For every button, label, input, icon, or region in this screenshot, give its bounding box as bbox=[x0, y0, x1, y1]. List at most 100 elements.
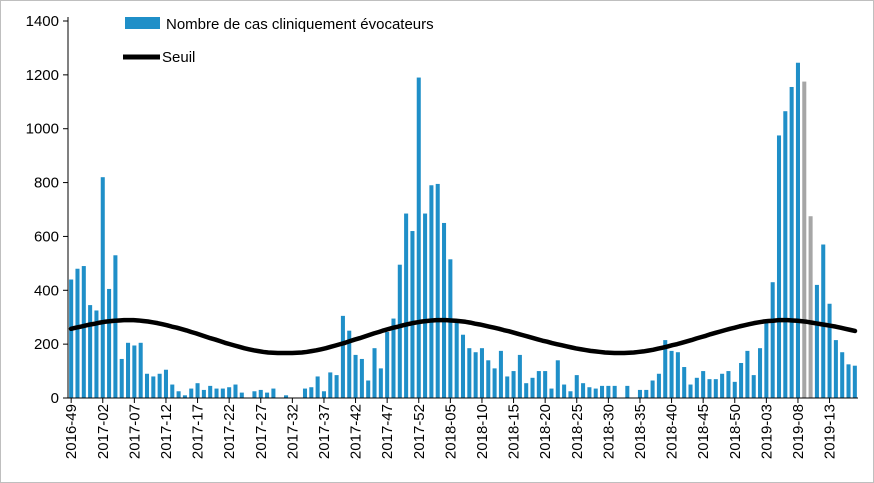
bar bbox=[808, 216, 813, 398]
bar bbox=[208, 385, 213, 398]
bar bbox=[840, 352, 845, 398]
bar bbox=[745, 350, 750, 399]
bar bbox=[511, 371, 516, 398]
bar bbox=[764, 322, 769, 398]
x-tick-label: 2018-40 bbox=[664, 404, 681, 459]
x-tick-label: 2017-12 bbox=[158, 404, 175, 459]
x-tick-label: 2016-49 bbox=[63, 404, 80, 459]
bar bbox=[347, 330, 352, 398]
threshold-series bbox=[68, 317, 858, 356]
bar bbox=[549, 388, 554, 398]
bar bbox=[220, 388, 225, 398]
bar bbox=[366, 380, 371, 398]
bar bbox=[138, 342, 143, 398]
legend-swatch-bars bbox=[125, 17, 160, 29]
y-tick-label: 0 bbox=[51, 390, 59, 407]
x-tick-label: 2017-42 bbox=[348, 404, 365, 459]
bar bbox=[423, 213, 428, 398]
bar bbox=[821, 244, 826, 398]
bar bbox=[751, 375, 756, 398]
bar bbox=[233, 384, 238, 398]
bar bbox=[795, 62, 800, 399]
bar bbox=[88, 305, 93, 398]
x-tick-label: 2018-35 bbox=[632, 404, 649, 459]
x-tick-label: 2018-50 bbox=[727, 404, 744, 459]
bar bbox=[284, 395, 289, 398]
bar-series bbox=[69, 62, 857, 399]
x-tick-label: 2018-10 bbox=[474, 404, 491, 459]
bar bbox=[758, 348, 763, 398]
bar bbox=[581, 383, 586, 398]
bar bbox=[391, 318, 396, 398]
bar bbox=[625, 385, 630, 398]
y-tick-label: 1400 bbox=[26, 13, 59, 30]
x-tick-label: 2017-27 bbox=[253, 404, 270, 459]
bar bbox=[100, 177, 105, 398]
bar bbox=[783, 111, 788, 399]
bar bbox=[530, 377, 535, 398]
bar bbox=[650, 380, 655, 398]
bar bbox=[473, 352, 478, 398]
x-tick-label: 2018-25 bbox=[569, 404, 586, 459]
bar bbox=[435, 183, 440, 398]
x-tick-label: 2017-17 bbox=[190, 404, 207, 459]
bar bbox=[144, 373, 150, 398]
bar bbox=[334, 375, 339, 398]
bar bbox=[378, 368, 383, 398]
bar bbox=[486, 360, 491, 398]
bar bbox=[802, 81, 807, 398]
bar bbox=[410, 231, 415, 398]
bar bbox=[119, 358, 124, 398]
x-tick-label: 2018-30 bbox=[600, 404, 617, 459]
bar bbox=[732, 381, 737, 398]
bar bbox=[372, 348, 377, 398]
bar bbox=[726, 371, 731, 398]
bar bbox=[189, 388, 194, 398]
bar bbox=[776, 135, 782, 398]
x-tick-label: 2019-08 bbox=[790, 404, 807, 459]
bar bbox=[252, 391, 257, 398]
bar bbox=[107, 288, 112, 398]
bar bbox=[789, 86, 794, 398]
bar bbox=[688, 384, 693, 398]
bar bbox=[227, 387, 232, 398]
y-tick-label: 600 bbox=[34, 228, 59, 245]
bar bbox=[682, 367, 687, 398]
legend-label-bars: Nombre de cas cliniquement évocateurs bbox=[166, 16, 434, 33]
x-tick-label: 2019-13 bbox=[822, 404, 839, 459]
x-tick-label: 2017-22 bbox=[221, 404, 238, 459]
bar bbox=[239, 392, 244, 398]
bar bbox=[340, 315, 345, 398]
legend-label-threshold: Seuil bbox=[162, 49, 195, 66]
bar bbox=[663, 340, 668, 398]
bar bbox=[644, 389, 649, 398]
bar bbox=[574, 375, 579, 398]
y-tick-label: 800 bbox=[34, 175, 59, 192]
bar bbox=[94, 310, 99, 398]
bar bbox=[265, 392, 270, 398]
bar bbox=[587, 387, 592, 398]
bar bbox=[195, 383, 200, 398]
x-tick-label: 2018-05 bbox=[442, 404, 459, 459]
bar bbox=[359, 358, 364, 398]
bar bbox=[707, 379, 712, 398]
bar bbox=[770, 282, 775, 398]
bar bbox=[492, 368, 497, 398]
bar bbox=[214, 388, 219, 398]
bar bbox=[675, 352, 680, 398]
bar bbox=[827, 303, 832, 398]
bar bbox=[467, 348, 472, 398]
bar bbox=[271, 388, 276, 398]
bar bbox=[81, 266, 86, 398]
bar bbox=[328, 372, 333, 398]
bar bbox=[562, 384, 567, 398]
bar bbox=[612, 385, 617, 398]
bar bbox=[656, 373, 661, 398]
bar bbox=[479, 348, 484, 398]
x-tick-label: 2018-20 bbox=[537, 404, 554, 459]
bar bbox=[416, 77, 421, 399]
y-tick-label: 1200 bbox=[26, 67, 59, 84]
bar bbox=[694, 377, 699, 398]
bar bbox=[739, 362, 744, 398]
